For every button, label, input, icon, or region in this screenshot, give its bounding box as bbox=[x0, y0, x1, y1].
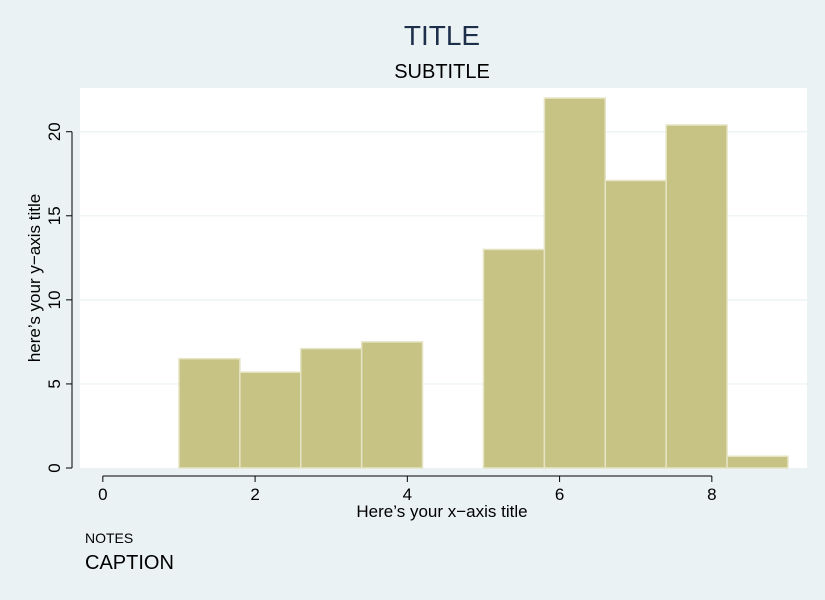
histogram-bar bbox=[239, 371, 302, 469]
notes-text: NOTES bbox=[85, 530, 133, 546]
histogram-bar bbox=[604, 179, 667, 469]
histogram-bar bbox=[726, 455, 789, 469]
bars bbox=[178, 97, 789, 469]
caption-text: CAPTION bbox=[85, 552, 174, 574]
y-tick-label: 5 bbox=[45, 379, 64, 388]
x-axis-title: Here’s your x−axis title bbox=[356, 502, 527, 521]
y-tick-label: 0 bbox=[45, 463, 64, 472]
x-tick-label: 2 bbox=[250, 485, 259, 504]
chart-subtitle: SUBTITLE bbox=[394, 61, 490, 83]
histogram-bar bbox=[482, 248, 546, 469]
histogram-bar bbox=[300, 347, 363, 469]
x-tick-label: 8 bbox=[707, 485, 716, 504]
y-axis-title: here’s your y−axis title bbox=[25, 194, 44, 362]
y-tick-label: 20 bbox=[45, 122, 64, 141]
y-tick-label: 10 bbox=[45, 290, 64, 309]
histogram-bar bbox=[665, 124, 728, 469]
chart-title: TITLE bbox=[404, 20, 480, 51]
histogram-bar bbox=[178, 357, 241, 469]
axes: 0 2 4 6 8 0 5 10 15 20 bbox=[45, 122, 717, 504]
histogram-bar bbox=[360, 341, 424, 469]
x-tick-label: 6 bbox=[555, 485, 564, 504]
x-tick-label: 4 bbox=[403, 485, 412, 504]
y-tick-label: 15 bbox=[45, 206, 64, 225]
histogram-bar bbox=[543, 97, 607, 469]
x-tick-label: 0 bbox=[98, 485, 107, 504]
